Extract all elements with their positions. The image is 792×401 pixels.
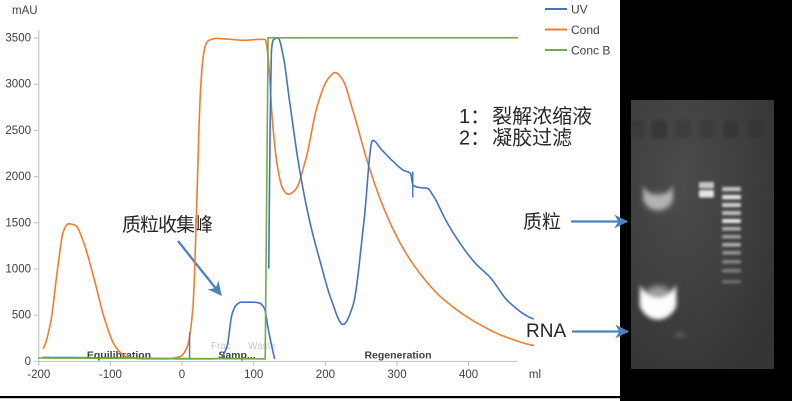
svg-text:0: 0	[25, 356, 31, 368]
svg-text:2：凝胶过滤: 2： 凝胶过滤	[459, 127, 572, 150]
svg-text:Regeneration: Regeneration	[364, 350, 431, 362]
svg-text:质粒: 质粒	[523, 211, 561, 233]
svg-text:100: 100	[244, 369, 263, 381]
svg-text:2000: 2000	[5, 171, 31, 183]
svg-text:2500: 2500	[5, 125, 31, 137]
svg-text:ml: ml	[529, 369, 541, 381]
svg-text:1000: 1000	[5, 264, 31, 276]
svg-text:质粒收集峰: 质粒收集峰	[122, 214, 213, 236]
svg-text:200: 200	[316, 369, 335, 381]
svg-text:3500: 3500	[5, 33, 31, 45]
svg-text:UV: UV	[571, 3, 588, 17]
svg-text:Cond: Cond	[571, 23, 600, 37]
svg-text:300: 300	[387, 369, 406, 381]
svg-text:RNA: RNA	[526, 321, 566, 342]
svg-text:-100: -100	[99, 369, 122, 381]
svg-text:1500: 1500	[5, 217, 31, 229]
svg-text:-200: -200	[27, 369, 50, 381]
svg-text:Conc B: Conc B	[571, 44, 610, 58]
svg-text:3000: 3000	[5, 79, 31, 91]
svg-text:500: 500	[12, 310, 31, 322]
svg-text:mAU: mAU	[12, 5, 38, 17]
svg-text:0: 0	[179, 369, 185, 381]
svg-text:400: 400	[459, 369, 478, 381]
svg-text:1：裂解浓缩液: 1： 裂解浓缩液	[459, 105, 592, 128]
